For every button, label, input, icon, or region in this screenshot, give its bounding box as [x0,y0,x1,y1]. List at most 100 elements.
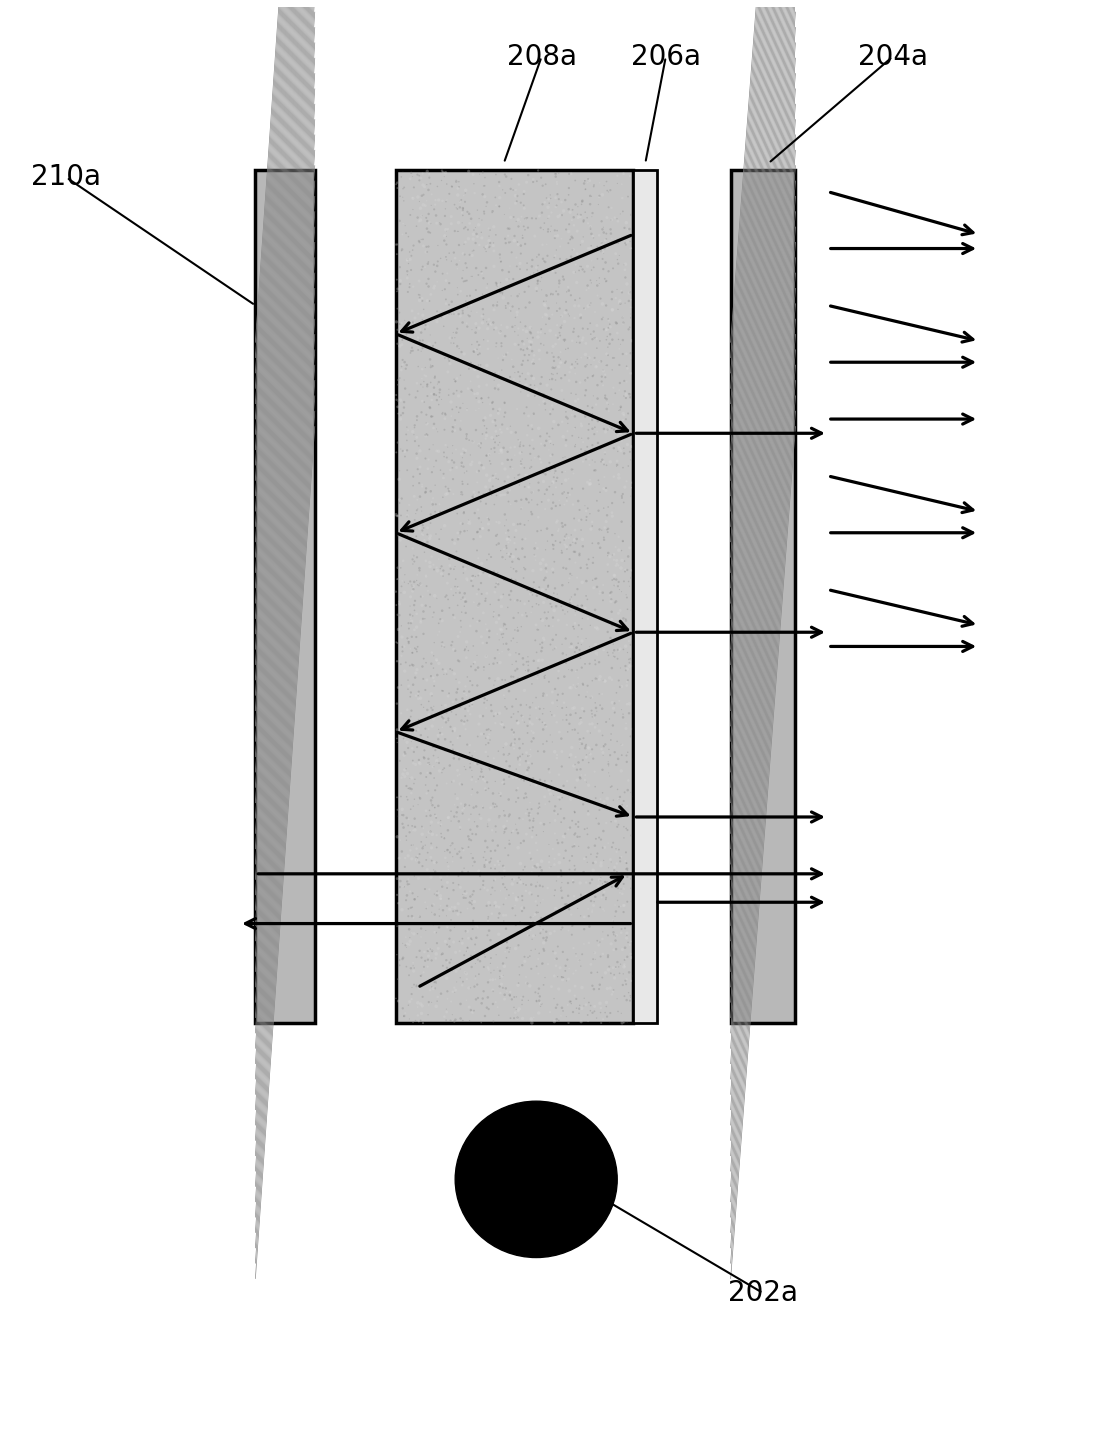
Point [464,745,481,768]
Point [581,653,598,676]
Point [401,594,419,617]
Point [404,895,421,918]
Point [434,400,452,423]
Point [399,611,417,634]
Point [478,481,496,504]
Point [419,290,437,313]
Point [490,375,508,397]
Point [392,185,409,208]
Point [505,868,523,891]
Point [428,943,445,966]
Point [455,502,473,525]
Point [593,1012,610,1035]
Point [433,278,451,301]
Point [421,937,439,960]
Point [500,542,517,565]
Point [568,636,585,659]
Point [415,234,432,257]
Point [463,928,480,951]
Point [521,330,538,353]
Point [412,693,430,716]
Point [410,164,428,187]
Point [442,809,459,832]
Point [539,574,557,597]
Point [491,880,509,903]
Point [479,815,497,838]
Point [575,700,593,723]
Point [594,574,612,597]
Point [464,693,481,716]
Point [548,238,566,261]
Point [394,997,411,1020]
Point [475,956,492,979]
Point [532,552,549,575]
Point [536,251,554,274]
Point [542,811,559,834]
Point [597,270,615,293]
Point [492,331,510,354]
Point [511,669,528,692]
Point [488,573,505,596]
Point [578,505,595,528]
Point [399,419,417,442]
Point [529,663,547,686]
Point [508,758,525,781]
Point [437,695,454,718]
Point [608,950,626,973]
Point [524,264,542,287]
Point [442,212,459,235]
Point [610,956,628,979]
Point [418,765,435,788]
Point [532,812,549,835]
Point [478,618,496,641]
Point [497,343,514,366]
Point [445,331,463,354]
Point [421,396,439,419]
Point [438,1000,455,1023]
Point [596,386,614,409]
Point [580,419,597,442]
Point [467,926,485,949]
Point [549,608,567,631]
Point [511,806,528,829]
Point [465,528,482,551]
Point [578,993,595,1016]
Point [393,575,410,598]
Point [511,728,528,751]
Point [445,451,463,474]
Point [587,393,605,416]
Point [567,857,584,880]
Point [496,344,513,367]
Point [563,198,581,221]
Point [441,350,458,373]
Point [562,162,580,185]
Point [585,890,603,913]
Point [551,347,569,370]
Point [504,766,522,789]
Point [405,234,422,257]
Point [621,448,639,471]
Point [414,367,431,390]
Point [600,552,617,575]
Point [563,659,581,682]
Point [446,220,464,243]
Point [608,815,626,838]
Point [507,728,524,751]
Point [487,194,504,217]
Point [591,683,608,706]
Point [410,270,428,293]
Point [429,723,446,746]
Point [621,986,639,1009]
Point [529,963,547,986]
Point [403,574,420,597]
Point [422,792,440,815]
Point [547,225,565,248]
Point [533,278,550,301]
Point [422,212,440,235]
Point [597,887,615,910]
Point [443,959,461,982]
Point [494,287,512,310]
Point [492,271,510,294]
Point [567,959,584,982]
Point [496,687,513,710]
